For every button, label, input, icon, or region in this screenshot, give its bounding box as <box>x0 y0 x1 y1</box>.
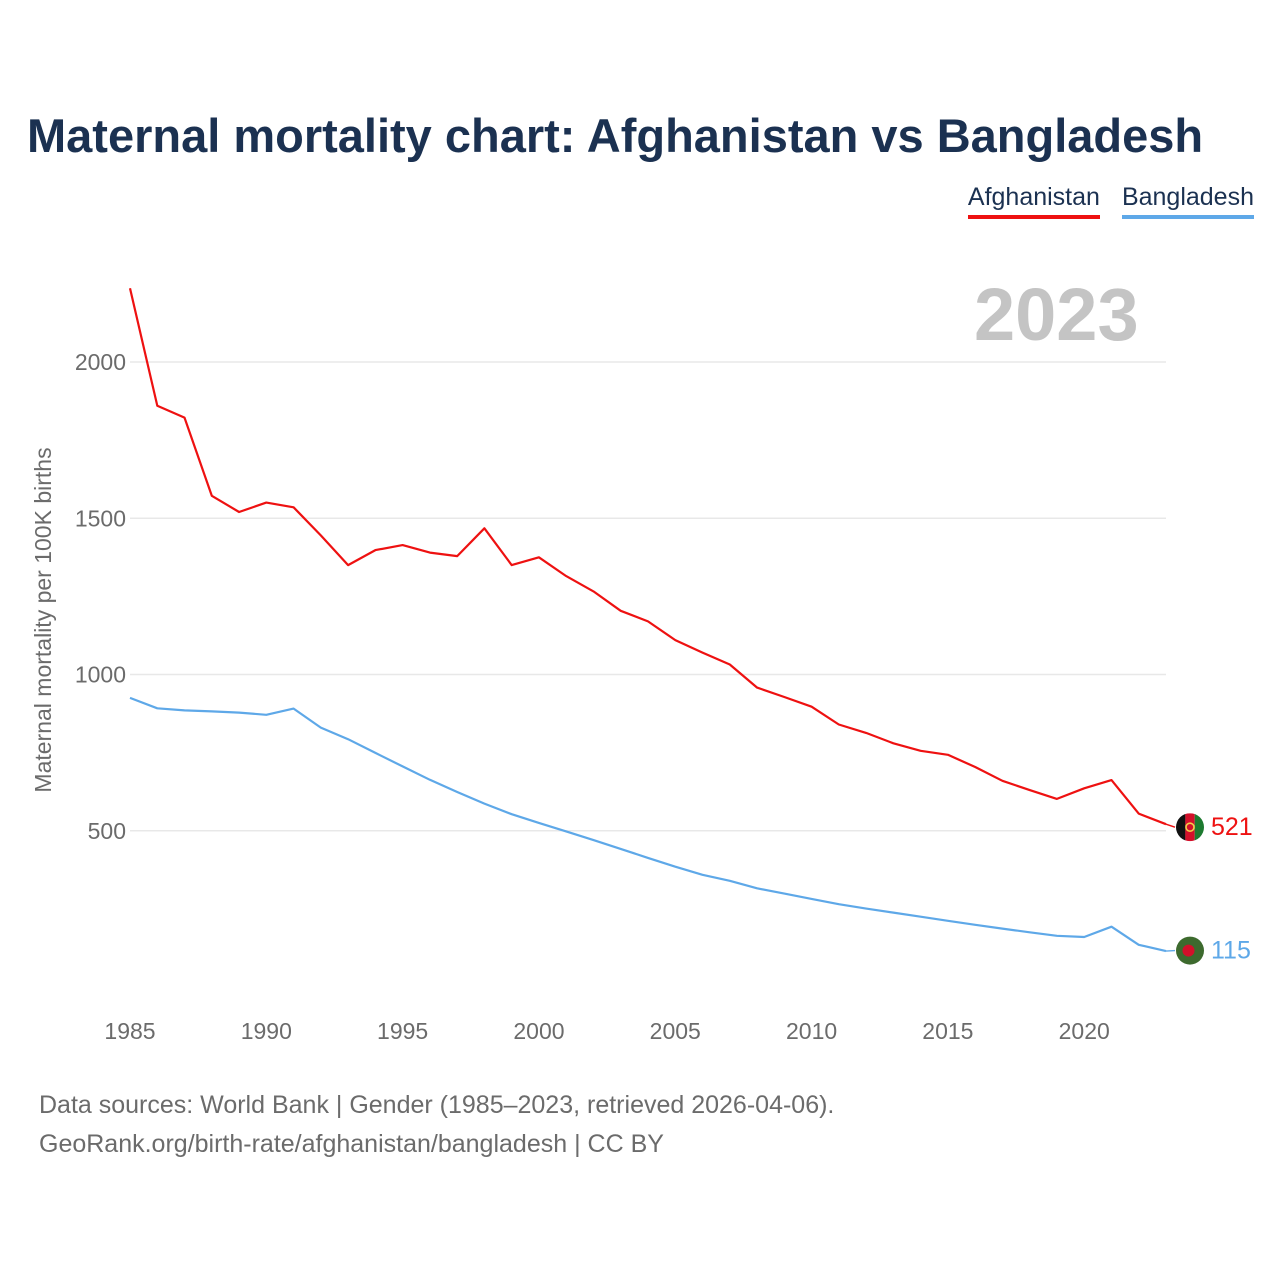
y-axis-label: Maternal mortality per 100K births <box>30 447 56 792</box>
x-tick-label: 2020 <box>1059 1018 1110 1044</box>
y-tick-label: 1000 <box>75 662 126 688</box>
connector-bangladesh <box>1165 949 1176 952</box>
legend-item-bangladesh[interactable]: Bangladesh <box>1121 182 1254 219</box>
y-tick-label: 500 <box>88 818 126 844</box>
source-note: Data sources: World Bank | Gender (1985–… <box>39 1086 834 1164</box>
y-tick-label: 1500 <box>75 505 126 531</box>
legend: Afghanistan Bangladesh <box>967 182 1254 219</box>
source-line-1: Data sources: World Bank | Gender (1985–… <box>39 1091 835 1119</box>
source-line-2: GeoRank.org/birth-rate/afghanistan/bangl… <box>39 1130 664 1158</box>
x-tick-label: 2010 <box>786 1018 837 1044</box>
y-axis-ticks: 500 1000 1500 2000 <box>75 349 126 844</box>
series-lines <box>128 288 1167 953</box>
x-tick-label: 1995 <box>377 1018 428 1044</box>
x-tick-label: 2005 <box>650 1018 701 1044</box>
x-tick-label: 2000 <box>513 1018 564 1044</box>
flag-afghanistan-icon <box>1176 813 1204 842</box>
year-watermark: 2023 <box>974 273 1139 356</box>
page-title: Maternal mortality chart: Afghanistan vs… <box>27 109 1204 162</box>
x-tick-label: 1985 <box>104 1018 155 1044</box>
end-label-bangladesh: 115 <box>1211 937 1251 965</box>
legend-item-afghanistan[interactable]: Afghanistan <box>967 182 1100 219</box>
y-tick-label: 2000 <box>75 349 126 375</box>
end-markers: 521 115 <box>1165 813 1253 965</box>
series-line-afghanistan <box>128 288 1167 826</box>
connector-afghanistan <box>1165 823 1176 828</box>
x-axis-ticks: 1985 1990 1995 2000 2005 2010 2015 2020 <box>104 1018 1109 1044</box>
x-tick-label: 1990 <box>241 1018 292 1044</box>
flag-bangladesh-icon <box>1176 936 1204 965</box>
series-line-bangladesh <box>129 696 1167 953</box>
end-label-afghanistan: 521 <box>1211 813 1253 841</box>
gridlines <box>130 361 1166 832</box>
x-tick-label: 2015 <box>922 1018 973 1044</box>
